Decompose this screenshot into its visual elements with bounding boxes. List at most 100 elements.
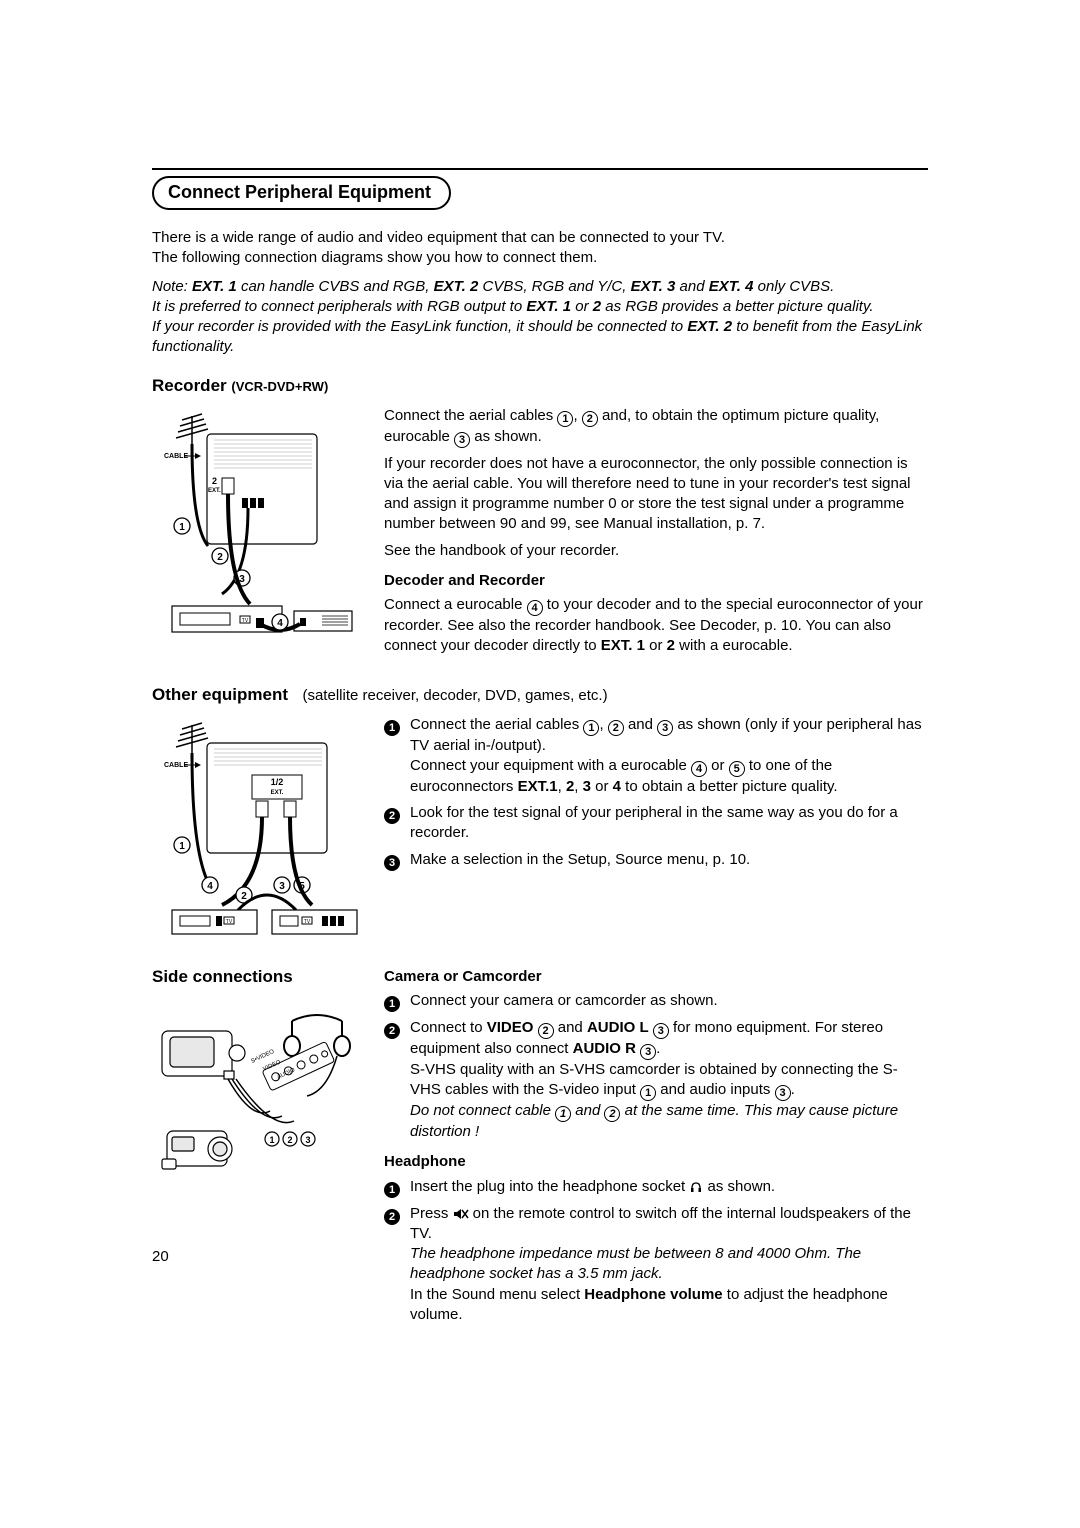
note-l2c: or: [571, 298, 593, 315]
note-l2a: It is preferred to connect peripherals w…: [152, 298, 526, 315]
oc1: 1: [583, 720, 599, 736]
note-t6: and: [675, 278, 708, 295]
recorder-heading-text: Recorder: [152, 376, 231, 395]
oe7: 4: [613, 778, 621, 795]
svg-text:4: 4: [207, 881, 213, 892]
svg-text:3: 3: [279, 881, 285, 892]
o2: Look for the test signal of your periphe…: [410, 803, 928, 844]
oe4: ,: [574, 778, 582, 795]
circled-3: 3: [454, 432, 470, 448]
note-prefix: Note:: [152, 278, 192, 295]
other-heading-paren: (satellite receiver, decoder, DVD, games…: [302, 687, 607, 704]
rec-p4c: EXT. 1: [601, 637, 645, 654]
note-l2e: as RGB provides a better picture quality…: [601, 298, 873, 315]
solid-bullet-1: 1: [384, 720, 400, 736]
wa: Do not connect cable: [410, 1102, 555, 1119]
svg-text:1/2: 1/2: [271, 777, 284, 787]
page-content: Connect Peripheral Equipment There is a …: [152, 168, 928, 1353]
svg-text:EXT.: EXT.: [271, 790, 284, 796]
c2f: and audio inputs: [656, 1081, 774, 1098]
hp-b1: 1: [384, 1182, 400, 1198]
circled-2: 2: [582, 411, 598, 427]
svg-text:1: 1: [179, 841, 185, 852]
c2g: .: [791, 1081, 795, 1098]
hnote: The headphone impedance must be between …: [410, 1245, 861, 1282]
rec-p1d: as shown.: [470, 428, 542, 445]
h3a: In the Sound menu select: [410, 1286, 584, 1303]
oor: or: [707, 757, 729, 774]
page-number: 20: [152, 1248, 169, 1265]
rec-p4a: Connect a eurocable: [384, 596, 527, 613]
page-title: Connect Peripheral Equipment: [152, 176, 451, 210]
mute-icon: [453, 1205, 469, 1222]
c2video: VIDEO: [487, 1019, 534, 1036]
c2al: AUDIO L: [587, 1019, 649, 1036]
rec-p4e: 2: [667, 637, 675, 654]
oc4: 4: [691, 761, 707, 777]
other-item-3: 3 Make a selection in the Setup, Source …: [384, 850, 928, 871]
hp-item-1: 1 Insert the plug into the headphone soc…: [384, 1177, 928, 1198]
rec-p1b: ,: [573, 407, 581, 424]
intro-line-2: The following connection diagrams show y…: [152, 249, 597, 266]
ocomma: ,: [599, 716, 607, 733]
note-l2b: EXT. 1: [526, 298, 571, 315]
intro-text: There is a wide range of audio and video…: [152, 228, 928, 269]
svg-text:1: 1: [269, 1135, 274, 1145]
note-l3b: EXT. 2: [687, 318, 732, 335]
recorder-row: CABLE 2 EXT. 1 2 3: [152, 406, 928, 663]
headphone-icon: [689, 1178, 703, 1195]
oext1: EXT.1: [518, 778, 558, 795]
c2b: and: [554, 1019, 587, 1036]
svg-text:3: 3: [305, 1135, 310, 1145]
other-item-2: 2 Look for the test signal of your perip…: [384, 803, 928, 844]
oe2: ,: [558, 778, 566, 795]
recorder-diagram: CABLE 2 EXT. 1 2 3: [152, 406, 362, 663]
other-text: 1 Connect the aerial cables 1, 2 and 3 a…: [384, 715, 928, 945]
side-diagram: Side connections: [152, 967, 362, 1332]
note-ext1: EXT. 1: [192, 278, 237, 295]
rec-p1a: Connect the aerial cables: [384, 407, 557, 424]
oe6: or: [591, 778, 613, 795]
note-t4: CVBS, RGB and Y/C,: [478, 278, 630, 295]
note-ext3: EXT. 3: [631, 278, 676, 295]
headphone-subhead: Headphone: [384, 1152, 928, 1172]
recorder-text: Connect the aerial cables 1, 2 and, to o…: [384, 406, 928, 663]
svg-text:4: 4: [277, 618, 283, 629]
c2ar: AUDIO R: [573, 1040, 636, 1057]
note-t8: only CVBS.: [753, 278, 834, 295]
sc3c: 3: [775, 1085, 791, 1101]
svg-text:2: 2: [287, 1135, 292, 1145]
h1b: as shown.: [703, 1178, 775, 1195]
svg-text:2: 2: [217, 552, 223, 563]
h3b: Headphone volume: [584, 1286, 722, 1303]
oe5: 3: [583, 778, 591, 795]
side-text: Camera or Camcorder 1 Connect your camer…: [384, 967, 928, 1332]
intro-line-1: There is a wide range of audio and video…: [152, 229, 725, 246]
oc5: 5: [729, 761, 745, 777]
label-ext-num: 2: [212, 476, 217, 486]
cam-item-1: 1 Connect your camera or camcorder as sh…: [384, 991, 928, 1012]
o3: Make a selection in the Setup, Source me…: [410, 850, 928, 871]
hp-b2: 2: [384, 1209, 400, 1225]
sc3: 3: [653, 1023, 669, 1039]
other-item-1: 1 Connect the aerial cables 1, 2 and 3 a…: [384, 715, 928, 798]
oand: and: [624, 716, 657, 733]
c2a: Connect to: [410, 1019, 487, 1036]
circled-4: 4: [527, 600, 543, 616]
cam-b1: 1: [384, 996, 400, 1012]
side-row: Side connections: [152, 967, 928, 1332]
svg-text:TV: TV: [242, 618, 249, 624]
c2d: .: [656, 1040, 660, 1057]
cam-b2: 2: [384, 1023, 400, 1039]
solid-bullet-3: 3: [384, 855, 400, 871]
w2: 2: [604, 1106, 620, 1122]
wb: and: [571, 1102, 604, 1119]
label-ext: EXT.: [208, 488, 221, 494]
rec-p4d: or: [645, 637, 667, 654]
other-diagram: CABLE 1/2 EXT. 1 4 2 3 5: [152, 715, 362, 945]
top-rule: [152, 168, 928, 170]
sc1: 1: [640, 1085, 656, 1101]
circled-1: 1: [557, 411, 573, 427]
decoder-subhead: Decoder and Recorder: [384, 571, 928, 591]
recorder-heading-sub: (VCR-DVD+RW): [231, 379, 328, 394]
